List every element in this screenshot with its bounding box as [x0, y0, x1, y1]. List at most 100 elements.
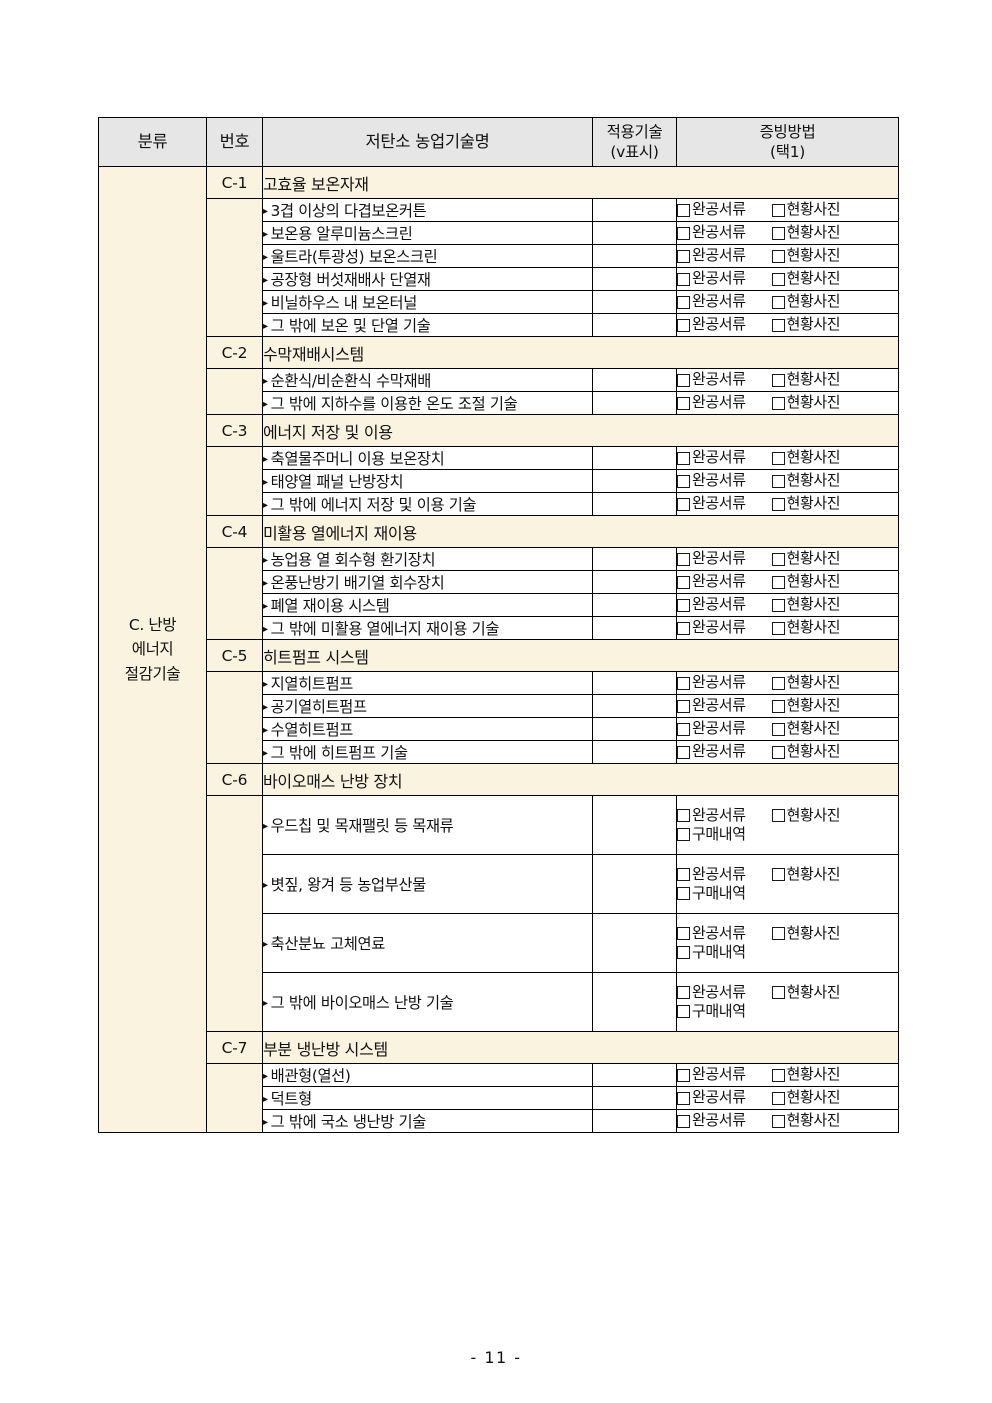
- checkbox-icon[interactable]: [771, 451, 785, 465]
- checkbox-icon[interactable]: [677, 373, 690, 387]
- checkbox-icon[interactable]: [677, 203, 690, 217]
- applied-tech-checkbox-cell[interactable]: [592, 1086, 677, 1110]
- checkbox-icon[interactable]: [677, 1068, 690, 1082]
- checkbox-icon[interactable]: [771, 575, 785, 589]
- checkbox-icon[interactable]: [771, 621, 785, 635]
- applied-tech-checkbox-cell[interactable]: [592, 694, 677, 718]
- applied-tech-checkbox-cell[interactable]: [592, 221, 677, 245]
- checkbox-site-photo[interactable]: 현황사진: [771, 1088, 841, 1107]
- checkbox-completion-docs[interactable]: 완공서류: [677, 370, 746, 389]
- applied-tech-checkbox-cell[interactable]: [592, 1109, 677, 1133]
- checkbox-icon[interactable]: [771, 598, 785, 612]
- applied-tech-checkbox-cell[interactable]: [592, 570, 677, 594]
- checkbox-icon[interactable]: [771, 249, 785, 263]
- applied-tech-checkbox-cell[interactable]: [592, 198, 677, 222]
- checkbox-completion-docs[interactable]: 완공서류: [677, 292, 746, 311]
- checkbox-purchase-record[interactable]: 구매내역: [677, 884, 746, 903]
- checkbox-completion-docs[interactable]: 완공서류: [677, 549, 746, 568]
- applied-tech-checkbox-cell[interactable]: [592, 671, 677, 695]
- checkbox-icon[interactable]: [677, 497, 690, 511]
- checkbox-site-photo[interactable]: 현황사진: [771, 246, 841, 265]
- checkbox-icon[interactable]: [677, 318, 690, 332]
- checkbox-icon[interactable]: [677, 249, 690, 263]
- checkbox-icon[interactable]: [677, 552, 690, 566]
- checkbox-icon[interactable]: [771, 927, 785, 941]
- checkbox-icon[interactable]: [677, 722, 690, 736]
- checkbox-completion-docs[interactable]: 완공서류: [677, 1065, 746, 1084]
- checkbox-site-photo[interactable]: 현황사진: [771, 719, 841, 738]
- applied-tech-checkbox-cell[interactable]: [592, 795, 677, 855]
- checkbox-completion-docs[interactable]: 완공서류: [677, 983, 746, 1002]
- checkbox-icon[interactable]: [771, 318, 785, 332]
- checkbox-completion-docs[interactable]: 완공서류: [677, 315, 746, 334]
- checkbox-icon[interactable]: [771, 497, 785, 511]
- checkbox-completion-docs[interactable]: 완공서류: [677, 696, 746, 715]
- applied-tech-checkbox-cell[interactable]: [592, 593, 677, 617]
- checkbox-completion-docs[interactable]: 완공서류: [677, 742, 746, 761]
- checkbox-completion-docs[interactable]: 완공서류: [677, 393, 746, 412]
- checkbox-icon[interactable]: [677, 827, 690, 841]
- checkbox-completion-docs[interactable]: 완공서류: [677, 223, 746, 242]
- checkbox-site-photo[interactable]: 현황사진: [771, 618, 841, 637]
- checkbox-icon[interactable]: [677, 295, 690, 309]
- applied-tech-checkbox-cell[interactable]: [592, 290, 677, 314]
- applied-tech-checkbox-cell[interactable]: [592, 972, 677, 1032]
- checkbox-completion-docs[interactable]: 완공서류: [677, 269, 746, 288]
- checkbox-icon[interactable]: [771, 552, 785, 566]
- checkbox-site-photo[interactable]: 현황사진: [771, 806, 841, 825]
- applied-tech-checkbox-cell[interactable]: [592, 547, 677, 571]
- checkbox-icon[interactable]: [771, 396, 785, 410]
- checkbox-icon[interactable]: [677, 927, 690, 941]
- checkbox-site-photo[interactable]: 현황사진: [771, 269, 841, 288]
- checkbox-completion-docs[interactable]: 완공서류: [677, 806, 746, 825]
- checkbox-purchase-record[interactable]: 구매내역: [677, 1002, 746, 1021]
- checkbox-site-photo[interactable]: 현황사진: [771, 1065, 841, 1084]
- checkbox-icon[interactable]: [677, 745, 690, 759]
- checkbox-icon[interactable]: [677, 945, 690, 959]
- checkbox-site-photo[interactable]: 현황사진: [771, 924, 841, 943]
- checkbox-icon[interactable]: [677, 621, 690, 635]
- applied-tech-checkbox-cell[interactable]: [592, 1063, 677, 1087]
- applied-tech-checkbox-cell[interactable]: [592, 267, 677, 291]
- checkbox-icon[interactable]: [677, 396, 690, 410]
- checkbox-site-photo[interactable]: 현황사진: [771, 494, 841, 513]
- applied-tech-checkbox-cell[interactable]: [592, 492, 677, 516]
- checkbox-icon[interactable]: [677, 809, 690, 823]
- checkbox-completion-docs[interactable]: 완공서류: [677, 719, 746, 738]
- checkbox-completion-docs[interactable]: 완공서류: [677, 494, 746, 513]
- checkbox-site-photo[interactable]: 현황사진: [771, 983, 841, 1002]
- checkbox-icon[interactable]: [771, 809, 785, 823]
- checkbox-purchase-record[interactable]: 구매내역: [677, 825, 746, 844]
- checkbox-icon[interactable]: [677, 226, 690, 240]
- checkbox-icon[interactable]: [677, 1114, 690, 1128]
- checkbox-icon[interactable]: [677, 868, 690, 882]
- applied-tech-checkbox-cell[interactable]: [592, 391, 677, 415]
- checkbox-icon[interactable]: [677, 272, 690, 286]
- checkbox-site-photo[interactable]: 현황사진: [771, 696, 841, 715]
- checkbox-icon[interactable]: [771, 745, 785, 759]
- checkbox-icon[interactable]: [771, 1068, 785, 1082]
- checkbox-completion-docs[interactable]: 완공서류: [677, 595, 746, 614]
- applied-tech-checkbox-cell[interactable]: [592, 368, 677, 392]
- checkbox-site-photo[interactable]: 현황사진: [771, 223, 841, 242]
- applied-tech-checkbox-cell[interactable]: [592, 469, 677, 493]
- applied-tech-checkbox-cell[interactable]: [592, 313, 677, 337]
- applied-tech-checkbox-cell[interactable]: [592, 244, 677, 268]
- checkbox-icon[interactable]: [677, 1004, 690, 1018]
- checkbox-icon[interactable]: [677, 676, 690, 690]
- checkbox-site-photo[interactable]: 현황사진: [771, 448, 841, 467]
- checkbox-completion-docs[interactable]: 완공서류: [677, 673, 746, 692]
- checkbox-completion-docs[interactable]: 완공서류: [677, 246, 746, 265]
- checkbox-icon[interactable]: [771, 1091, 785, 1105]
- applied-tech-checkbox-cell[interactable]: [592, 446, 677, 470]
- checkbox-site-photo[interactable]: 현황사진: [771, 673, 841, 692]
- checkbox-purchase-record[interactable]: 구매내역: [677, 943, 746, 962]
- checkbox-completion-docs[interactable]: 완공서류: [677, 618, 746, 637]
- applied-tech-checkbox-cell[interactable]: [592, 717, 677, 741]
- checkbox-icon[interactable]: [771, 474, 785, 488]
- checkbox-completion-docs[interactable]: 완공서류: [677, 448, 746, 467]
- checkbox-site-photo[interactable]: 현황사진: [771, 471, 841, 490]
- checkbox-icon[interactable]: [771, 203, 785, 217]
- checkbox-icon[interactable]: [771, 722, 785, 736]
- checkbox-completion-docs[interactable]: 완공서류: [677, 924, 746, 943]
